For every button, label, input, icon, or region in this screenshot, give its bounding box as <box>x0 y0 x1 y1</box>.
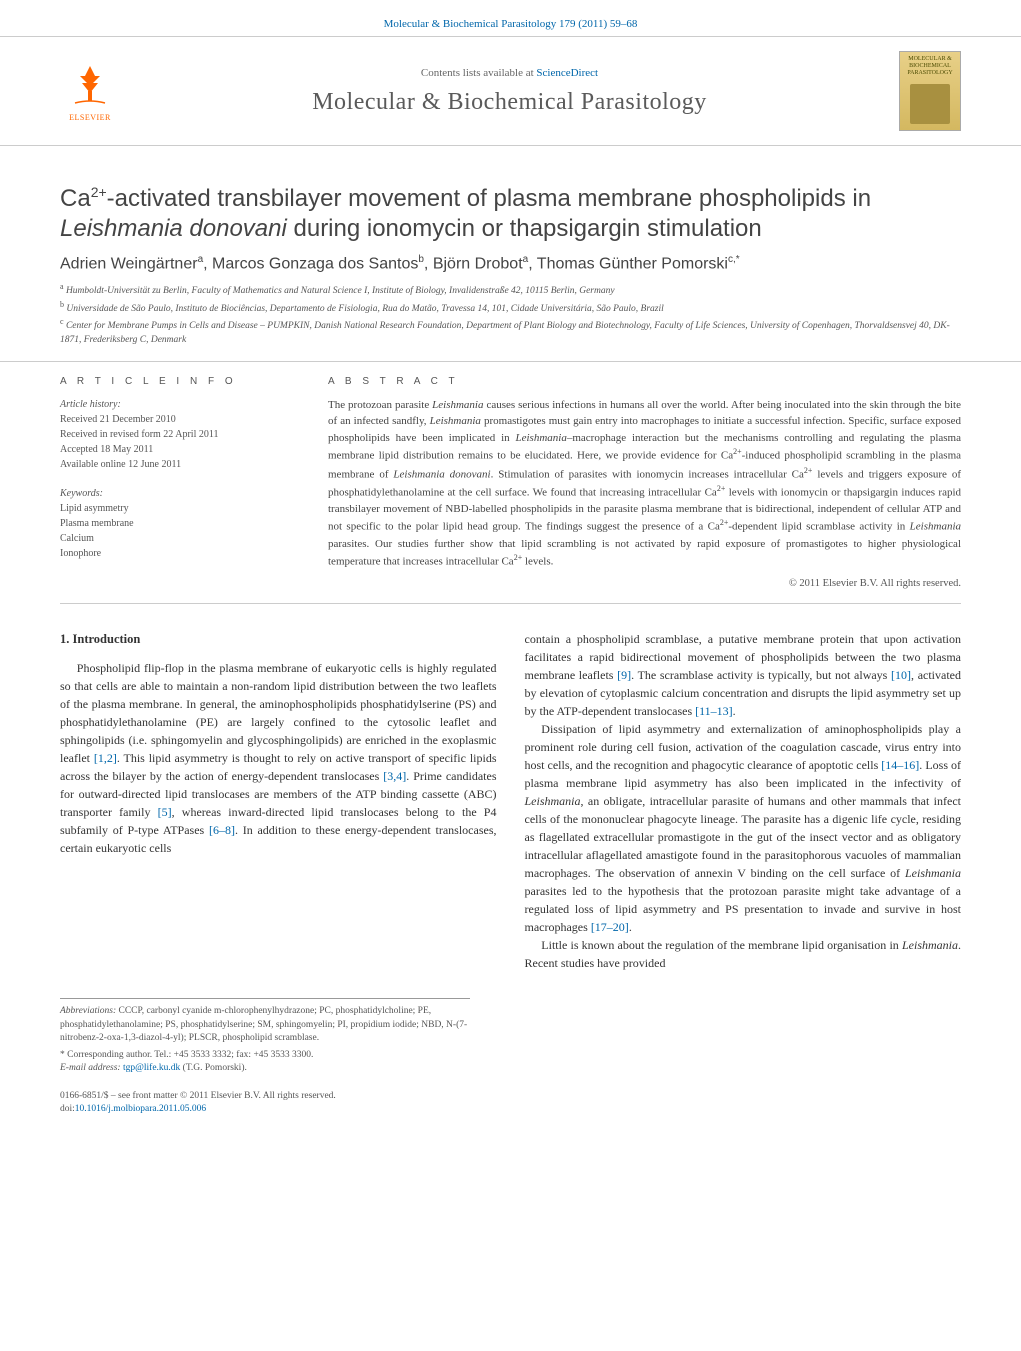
body-paragraph: Dissipation of lipid asymmetry and exter… <box>525 720 962 936</box>
keyword: Plasma membrane <box>60 518 134 529</box>
article-info-block: A R T I C L E I N F O Article history: R… <box>60 362 310 603</box>
journal-name: Molecular & Biochemical Parasitology <box>120 89 899 116</box>
abbreviations: Abbreviations: CCCP, carbonyl cyanide m-… <box>60 1005 470 1045</box>
keywords-block: Keywords: Lipid asymmetry Plasma membran… <box>60 486 292 561</box>
doi-link[interactable]: 10.1016/j.molbiopara.2011.05.006 <box>75 1104 206 1114</box>
publisher-logo: ELSEVIER <box>60 56 120 126</box>
sciencedirect-line: Contents lists available at ScienceDirec… <box>120 67 899 79</box>
keyword: Lipid asymmetry <box>60 503 129 514</box>
abstract-text: The protozoan parasite Leishmania causes… <box>328 397 961 570</box>
citation: Molecular & Biochemical Parasitology 179… <box>384 18 638 30</box>
column-right: contain a phospholipid scramblase, a put… <box>525 630 962 972</box>
email-line: E-mail address: tgp@life.ku.dk (T.G. Pom… <box>60 1062 470 1075</box>
affiliation: b Universidade de São Paulo, Instituto d… <box>60 299 961 316</box>
abstract-block: A B S T R A C T The protozoan parasite L… <box>310 362 961 603</box>
keyword: Calcium <box>60 533 94 544</box>
authors-line: Adrien Weingärtnera, Marcos Gonzaga dos … <box>0 250 1021 281</box>
abstract-heading: A B S T R A C T <box>328 376 961 387</box>
footnotes: Abbreviations: CCCP, carbonyl cyanide m-… <box>60 998 470 1075</box>
sciencedirect-link[interactable]: ScienceDirect <box>536 67 598 79</box>
running-head: Molecular & Biochemical Parasitology 179… <box>0 0 1021 36</box>
journal-cover-thumbnail: MOLECULAR & BIOCHEMICAL PARASITOLOGY <box>899 51 961 131</box>
body-paragraph: contain a phospholipid scramblase, a put… <box>525 630 962 720</box>
article-history: Article history: Received 21 December 20… <box>60 397 292 472</box>
journal-header: ELSEVIER Contents lists available at Sci… <box>0 36 1021 146</box>
affiliations: a Humboldt-Universität zu Berlin, Facult… <box>0 281 1021 361</box>
abstract-copyright: © 2011 Elsevier B.V. All rights reserved… <box>328 578 961 589</box>
affiliation: a Humboldt-Universität zu Berlin, Facult… <box>60 281 961 298</box>
history-item: Received in revised form 22 April 2011 <box>60 429 218 440</box>
body-paragraph: Little is known about the regulation of … <box>525 936 962 972</box>
article-info-heading: A R T I C L E I N F O <box>60 376 292 387</box>
cover-label: MOLECULAR & BIOCHEMICAL PARASITOLOGY <box>907 56 952 76</box>
page-footer: 0166-6851/$ – see front matter © 2011 El… <box>60 1090 961 1117</box>
keyword: Ionophore <box>60 548 101 559</box>
abbrev-label: Abbreviations: <box>60 1006 116 1016</box>
sd-prefix: Contents lists available at <box>421 67 536 79</box>
intro-heading: 1. Introduction <box>60 630 497 649</box>
email-suffix: (T.G. Pomorski). <box>180 1063 247 1073</box>
info-abstract-row: A R T I C L E I N F O Article history: R… <box>0 361 1021 603</box>
cover-art <box>910 84 950 124</box>
issn-line: 0166-6851/$ – see front matter © 2011 El… <box>60 1090 961 1103</box>
corr-label: * Corresponding author. <box>60 1050 154 1060</box>
header-center: Contents lists available at ScienceDirec… <box>120 67 899 116</box>
keywords-label: Keywords: <box>60 486 292 501</box>
body-paragraph: Phospholipid flip-flop in the plasma mem… <box>60 659 497 857</box>
affiliation: c Center for Membrane Pumps in Cells and… <box>60 316 961 347</box>
history-label: Article history: <box>60 397 292 412</box>
abbrev-text: CCCP, carbonyl cyanide m-chlorophenylhyd… <box>60 1006 467 1043</box>
doi-label: doi: <box>60 1104 75 1114</box>
corr-email-link[interactable]: tgp@life.ku.dk <box>123 1063 180 1073</box>
corresponding-author: * Corresponding author. Tel.: +45 3533 3… <box>60 1049 470 1062</box>
history-item: Accepted 18 May 2011 <box>60 444 153 455</box>
history-item: Available online 12 June 2011 <box>60 459 181 470</box>
elsevier-tree-icon <box>65 61 115 111</box>
body-two-column: 1. Introduction Phospholipid flip-flop i… <box>0 604 1021 972</box>
email-label: E-mail address: <box>60 1063 123 1073</box>
publisher-name: ELSEVIER <box>69 113 111 122</box>
doi-line: doi:10.1016/j.molbiopara.2011.05.006 <box>60 1103 961 1116</box>
article-title: Ca2+-activated transbilayer movement of … <box>0 146 1021 250</box>
corr-text: Tel.: +45 3533 3332; fax: +45 3533 3300. <box>154 1050 313 1060</box>
column-left: 1. Introduction Phospholipid flip-flop i… <box>60 630 497 972</box>
history-item: Received 21 December 2010 <box>60 414 176 425</box>
